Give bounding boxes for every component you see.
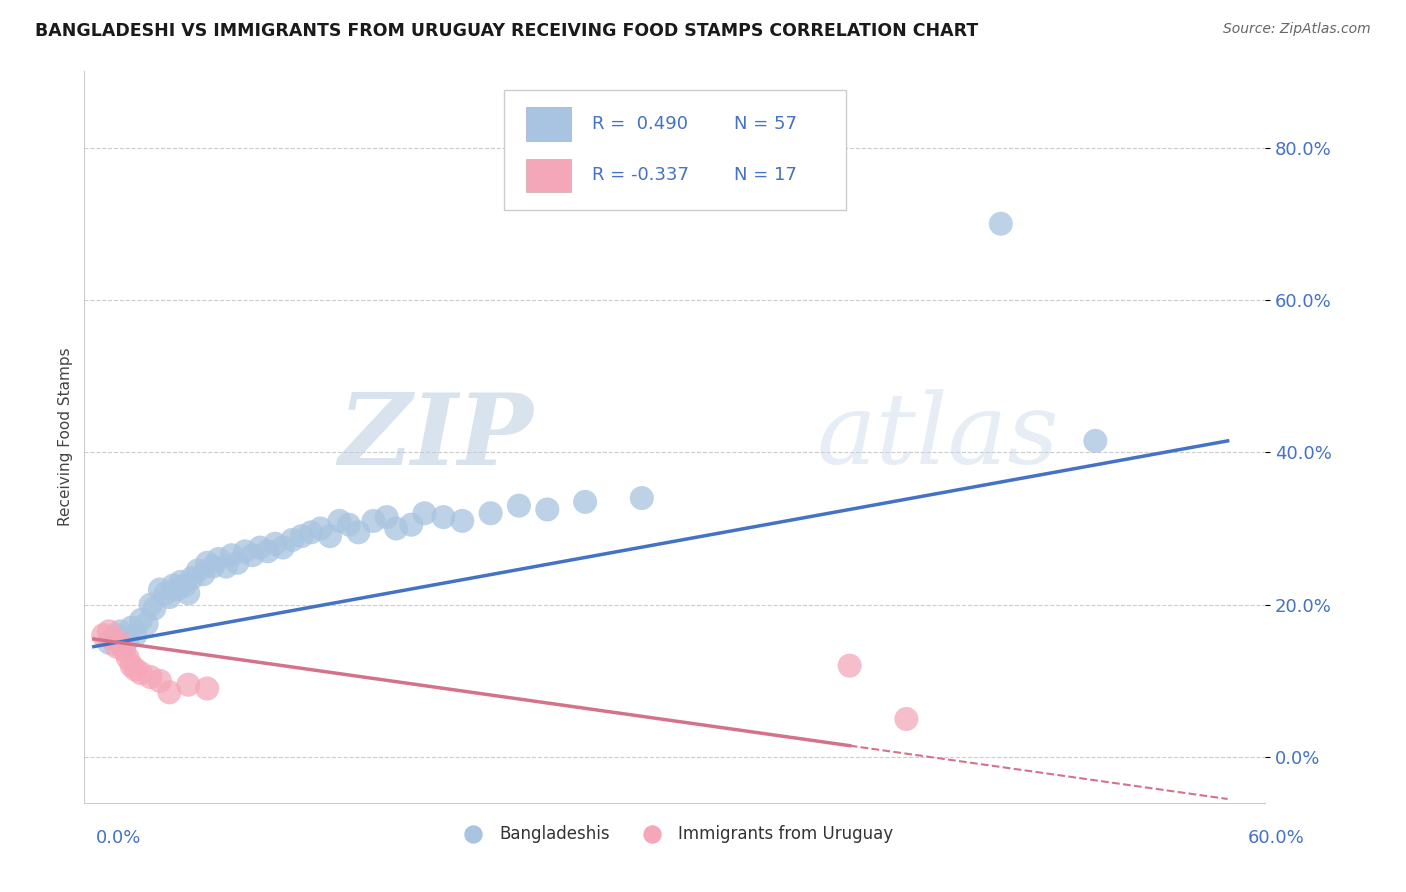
Point	[990, 217, 1012, 231]
Point	[536, 502, 558, 516]
Text: N = 57: N = 57	[734, 115, 797, 133]
Point	[385, 521, 408, 535]
Point	[508, 499, 530, 513]
Point	[121, 621, 143, 635]
Point	[375, 510, 398, 524]
Point	[173, 579, 195, 593]
Point	[157, 685, 180, 699]
Point	[574, 495, 596, 509]
Point	[347, 525, 370, 540]
Point	[337, 517, 360, 532]
Point	[124, 663, 146, 677]
Point	[281, 533, 304, 547]
Point	[121, 658, 143, 673]
Point	[201, 559, 224, 574]
Point	[193, 567, 215, 582]
Point	[264, 537, 287, 551]
Point	[432, 510, 454, 524]
Point	[157, 590, 180, 604]
Point	[181, 571, 204, 585]
Legend: Bangladeshis, Immigrants from Uruguay: Bangladeshis, Immigrants from Uruguay	[450, 818, 900, 849]
Point	[630, 491, 652, 505]
Point	[112, 640, 135, 654]
Point	[299, 525, 322, 540]
Point	[110, 624, 132, 639]
Point	[896, 712, 918, 726]
Point	[451, 514, 474, 528]
Text: 60.0%: 60.0%	[1249, 829, 1305, 847]
Point	[221, 548, 243, 562]
Point	[149, 582, 172, 597]
Point	[110, 636, 132, 650]
Text: R = -0.337: R = -0.337	[592, 166, 689, 185]
Point	[101, 632, 124, 646]
Point	[91, 628, 114, 642]
Point	[309, 521, 332, 535]
Point	[249, 541, 271, 555]
Point	[124, 628, 146, 642]
Point	[177, 586, 200, 600]
Point	[328, 514, 350, 528]
Point	[166, 582, 188, 597]
Point	[149, 673, 172, 688]
Point	[401, 517, 423, 532]
Point	[215, 559, 238, 574]
Point	[135, 616, 157, 631]
Point	[195, 681, 218, 696]
Text: BANGLADESHI VS IMMIGRANTS FROM URUGUAY RECEIVING FOOD STAMPS CORRELATION CHART: BANGLADESHI VS IMMIGRANTS FROM URUGUAY R…	[35, 22, 979, 40]
Point	[143, 601, 166, 615]
Point	[226, 556, 249, 570]
Text: R =  0.490: R = 0.490	[592, 115, 688, 133]
Point	[105, 640, 128, 654]
Point	[155, 586, 177, 600]
Point	[233, 544, 256, 558]
Point	[1084, 434, 1107, 448]
Point	[105, 628, 128, 642]
Point	[195, 556, 218, 570]
Bar	[526, 108, 571, 141]
Point	[139, 670, 162, 684]
Point	[117, 651, 139, 665]
Text: ZIP: ZIP	[339, 389, 533, 485]
Point	[97, 624, 120, 639]
Point	[139, 598, 162, 612]
Point	[97, 636, 120, 650]
Point	[319, 529, 342, 543]
Point	[112, 643, 135, 657]
Point	[363, 514, 385, 528]
Point	[242, 548, 264, 562]
Point	[170, 574, 193, 589]
Point	[177, 678, 200, 692]
Point	[479, 506, 502, 520]
Point	[256, 544, 278, 558]
Y-axis label: Receiving Food Stamps: Receiving Food Stamps	[58, 348, 73, 526]
Point	[117, 632, 139, 646]
Text: N = 17: N = 17	[734, 166, 797, 185]
Point	[101, 632, 124, 646]
Point	[162, 579, 184, 593]
Point	[207, 552, 229, 566]
Point	[271, 541, 294, 555]
Bar	[526, 159, 571, 192]
Point	[129, 613, 152, 627]
FancyBboxPatch shape	[503, 90, 846, 211]
Point	[129, 666, 152, 681]
Text: Source: ZipAtlas.com: Source: ZipAtlas.com	[1223, 22, 1371, 37]
Text: 0.0%: 0.0%	[96, 829, 141, 847]
Text: atlas: atlas	[817, 390, 1059, 484]
Point	[291, 529, 314, 543]
Point	[838, 658, 860, 673]
Point	[187, 563, 209, 577]
Point	[413, 506, 436, 520]
